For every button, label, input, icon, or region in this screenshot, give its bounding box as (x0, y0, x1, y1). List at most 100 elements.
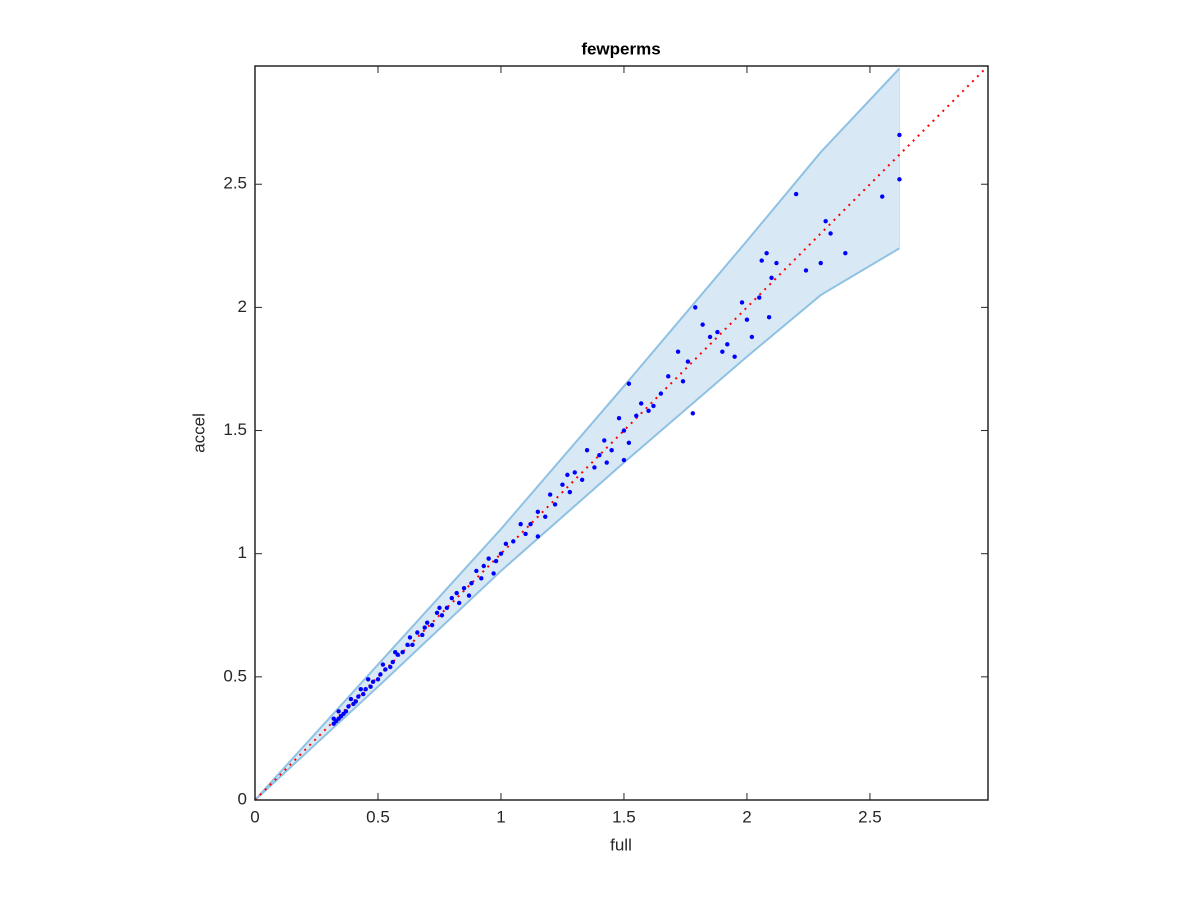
point (769, 275, 774, 281)
point (732, 354, 737, 359)
point (365, 677, 371, 682)
point (604, 460, 609, 465)
point (616, 416, 622, 421)
point (434, 610, 440, 616)
point (370, 679, 376, 684)
point (725, 342, 730, 347)
point (424, 620, 430, 625)
point (609, 448, 614, 453)
point (707, 334, 713, 340)
point (348, 696, 354, 702)
point (503, 541, 509, 547)
point (331, 721, 336, 726)
point (361, 691, 366, 697)
x-tick-label: 2 (742, 807, 751, 826)
point (469, 581, 474, 586)
point (764, 250, 769, 256)
point (552, 502, 558, 507)
point (690, 411, 696, 416)
point (897, 132, 902, 138)
plot-box (254, 65, 989, 801)
x-tick-label: 1.5 (612, 807, 636, 826)
point (375, 677, 381, 682)
point (567, 489, 573, 495)
point (803, 268, 809, 273)
point (378, 672, 383, 677)
point (621, 457, 627, 463)
point (579, 477, 585, 482)
point (486, 556, 491, 561)
point (390, 659, 395, 665)
y-tick-label: 0.5 (223, 666, 247, 685)
point (393, 650, 398, 655)
point (774, 260, 779, 266)
point (511, 539, 516, 544)
point (491, 571, 496, 576)
y-tick-label: 2 (238, 297, 247, 316)
point (523, 531, 528, 537)
point (351, 701, 356, 707)
point (646, 408, 651, 414)
point (437, 605, 442, 611)
y-axis-label: accel (189, 413, 208, 453)
point (793, 191, 799, 197)
point (634, 413, 639, 418)
point (410, 642, 415, 648)
point (356, 694, 361, 699)
point (693, 305, 698, 310)
point (429, 622, 435, 628)
point (407, 635, 413, 640)
point (528, 521, 533, 527)
y-tick-label: 1.5 (223, 420, 247, 439)
point (597, 452, 602, 458)
point (602, 438, 607, 443)
point (363, 686, 368, 692)
point (380, 662, 386, 667)
point (493, 558, 499, 564)
point (543, 514, 548, 519)
point (744, 317, 750, 322)
point (651, 403, 656, 409)
point (405, 642, 410, 648)
y-tick-label: 1 (238, 543, 247, 562)
point (388, 664, 393, 670)
point (720, 349, 725, 354)
point (449, 595, 454, 601)
point (592, 465, 597, 470)
point (383, 667, 388, 672)
point (415, 630, 420, 635)
point (358, 686, 363, 692)
x-tick-label: 2.5 (858, 807, 882, 826)
point (444, 605, 450, 611)
point (757, 295, 762, 300)
point (715, 329, 720, 335)
chart-title: fewperms (581, 39, 660, 58)
point (336, 709, 341, 714)
point (422, 625, 427, 630)
point (454, 590, 459, 596)
point (481, 563, 486, 569)
point (739, 300, 745, 305)
point (666, 374, 671, 379)
point (466, 593, 472, 598)
point (331, 716, 336, 721)
point (880, 194, 885, 199)
x-tick-label: 1 (496, 807, 505, 826)
point (461, 585, 467, 591)
point (759, 258, 764, 263)
point (420, 632, 425, 638)
point (638, 401, 644, 406)
point (897, 177, 902, 182)
point (572, 470, 577, 475)
point (535, 509, 541, 515)
reference-line (254, 65, 989, 801)
x-tick-label: 0 (250, 807, 259, 826)
point (498, 551, 504, 556)
point (749, 334, 755, 340)
point (535, 534, 541, 539)
point (828, 231, 833, 236)
point (700, 322, 705, 327)
x-tick-label: 0.5 (366, 807, 390, 826)
